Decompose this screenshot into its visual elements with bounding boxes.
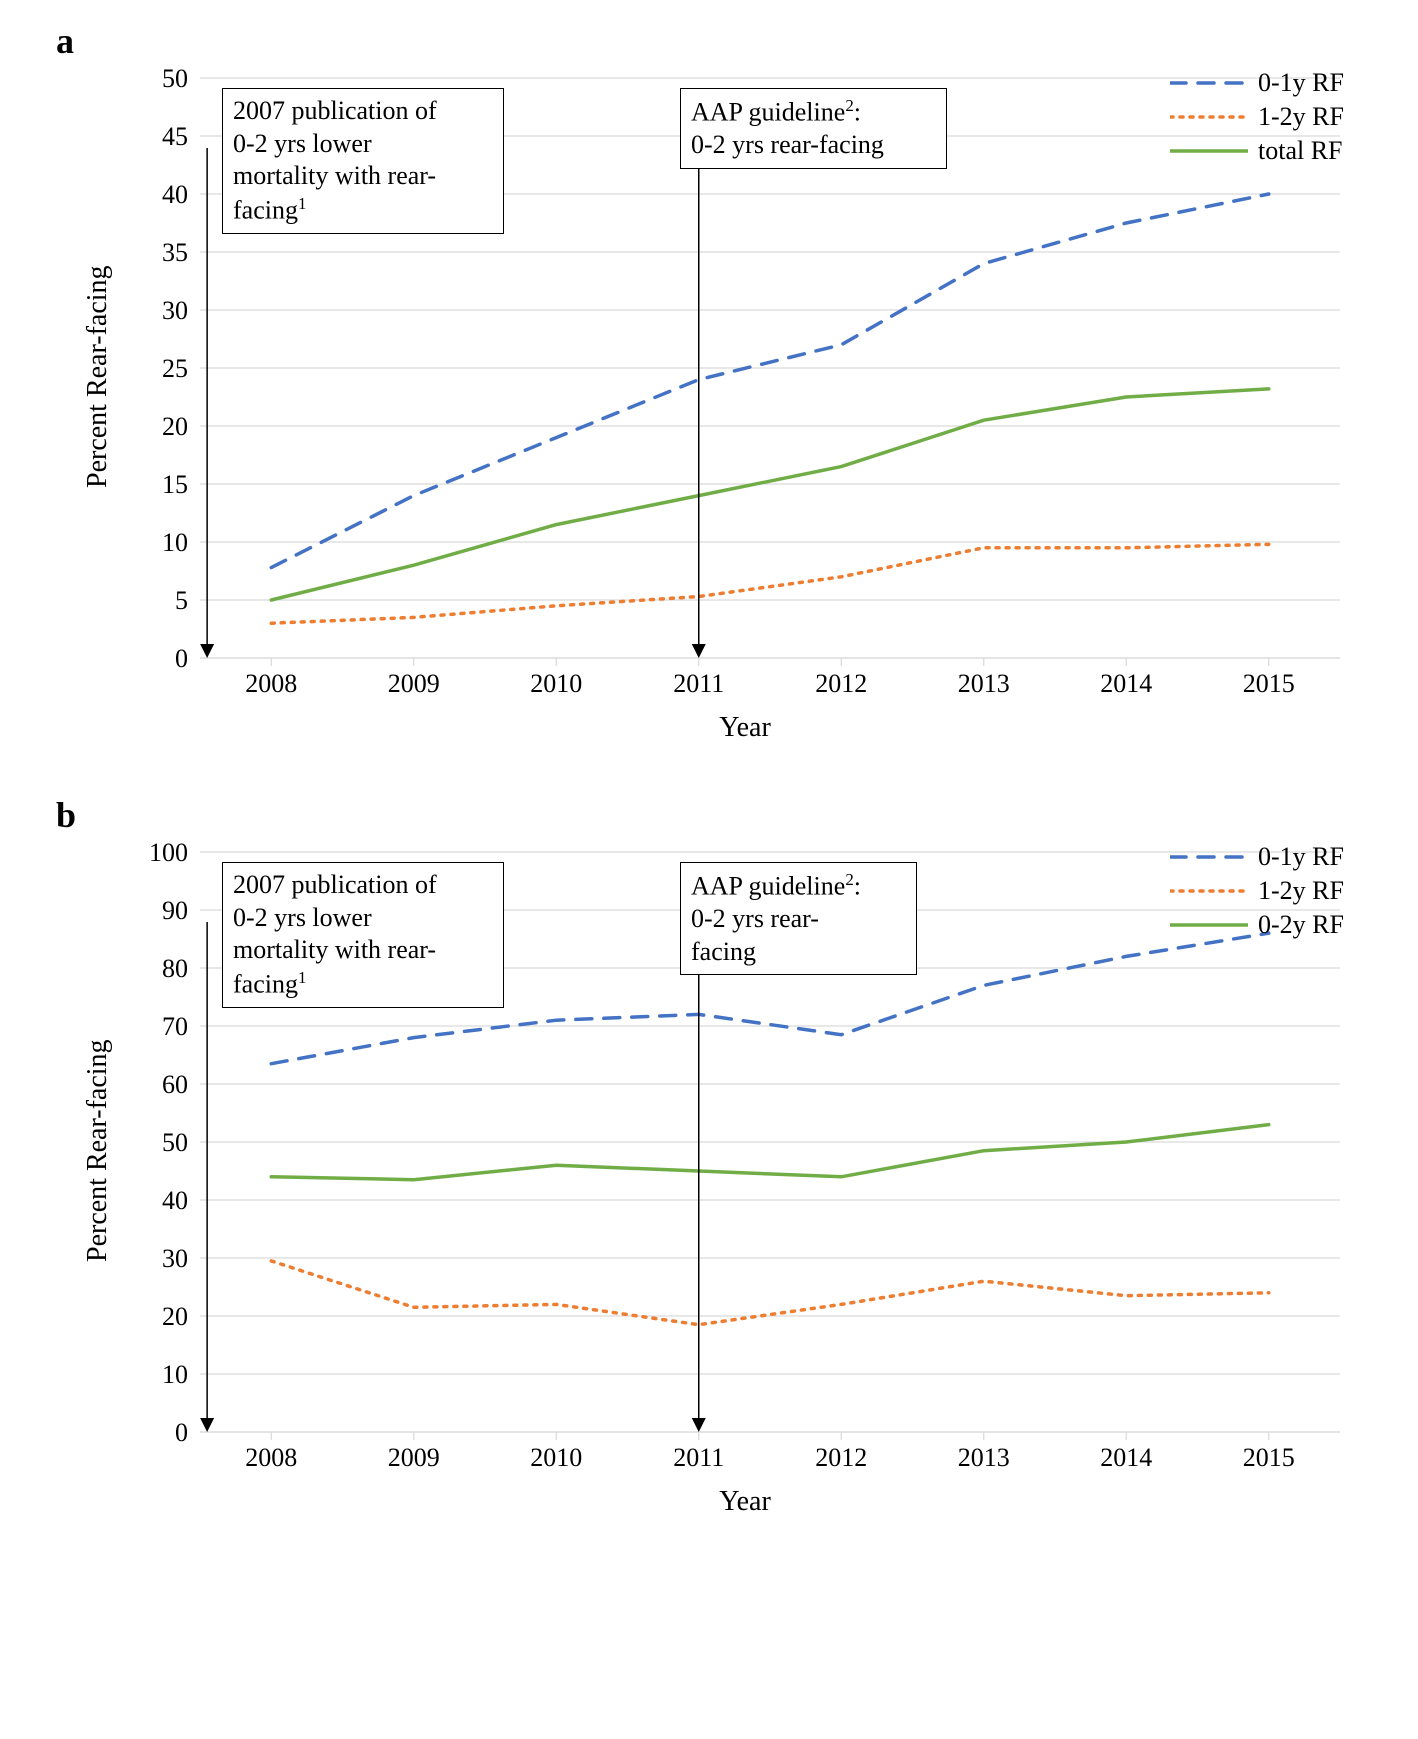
y-tick-label: 25	[162, 354, 188, 383]
legend-item: total RF	[1170, 136, 1344, 166]
y-tick-label: 45	[162, 122, 188, 151]
series-line	[271, 194, 1269, 568]
annotation-box-pub2007: 2007 publication of0-2 yrs lowermortalit…	[222, 88, 504, 234]
series-line	[271, 389, 1269, 600]
y-axis-label: Percent Rear-facing	[82, 265, 114, 488]
series-line	[271, 544, 1269, 623]
x-tick-label: 2012	[815, 1443, 867, 1472]
y-tick-label: 0	[175, 644, 188, 673]
y-axis-label: Percent Rear-facing	[82, 1039, 114, 1262]
x-tick-label: 2015	[1243, 669, 1295, 698]
y-tick-label: 80	[162, 954, 188, 983]
series-line	[271, 1125, 1269, 1180]
y-tick-label: 70	[162, 1012, 188, 1041]
annotation-box-pub2007: 2007 publication of0-2 yrs lowermortalit…	[222, 862, 504, 1008]
y-tick-label: 30	[162, 296, 188, 325]
x-tick-label: 2013	[958, 669, 1010, 698]
x-axis-label: Year	[130, 712, 1360, 744]
annotation-arrowhead	[692, 644, 706, 658]
legend-swatch	[1170, 913, 1248, 937]
panel-label: b	[56, 794, 1398, 836]
legend-label: 1-2y RF	[1258, 876, 1344, 906]
legend-swatch	[1170, 71, 1248, 95]
x-tick-label: 2009	[388, 1443, 440, 1472]
x-tick-label: 2014	[1100, 1443, 1152, 1472]
legend-label: 0-1y RF	[1258, 68, 1344, 98]
legend-swatch	[1170, 845, 1248, 869]
y-tick-label: 10	[162, 528, 188, 557]
panel-label: a	[56, 20, 1398, 62]
x-tick-label: 2011	[673, 1443, 724, 1472]
x-tick-label: 2011	[673, 669, 724, 698]
x-tick-label: 2009	[388, 669, 440, 698]
x-tick-label: 2012	[815, 669, 867, 698]
legend-swatch	[1170, 879, 1248, 903]
series-line	[271, 1261, 1269, 1325]
y-tick-label: 0	[175, 1418, 188, 1447]
legend: 0-1y RF 1-2y RF 0-2y RF	[1170, 842, 1344, 944]
legend-item: 1-2y RF	[1170, 102, 1344, 132]
x-tick-label: 2010	[530, 1443, 582, 1472]
legend-label: 0-2y RF	[1258, 910, 1344, 940]
x-tick-label: 2010	[530, 669, 582, 698]
y-tick-label: 40	[162, 180, 188, 209]
annotation-box-aap: AAP guideline2:0-2 yrs rear-facing	[680, 88, 947, 169]
y-tick-label: 30	[162, 1244, 188, 1273]
y-tick-label: 90	[162, 896, 188, 925]
y-tick-label: 40	[162, 1186, 188, 1215]
y-tick-label: 50	[162, 68, 188, 93]
legend-label: 1-2y RF	[1258, 102, 1344, 132]
legend-item: 0-2y RF	[1170, 910, 1344, 940]
legend-swatch	[1170, 139, 1248, 163]
annotation-arrowhead	[200, 1418, 214, 1432]
y-tick-label: 10	[162, 1360, 188, 1389]
legend-item: 0-1y RF	[1170, 842, 1344, 872]
y-tick-label: 20	[162, 1302, 188, 1331]
y-tick-label: 15	[162, 470, 188, 499]
x-tick-label: 2008	[245, 1443, 297, 1472]
panel-a: aPercent Rear-facing20082009201020112012…	[20, 20, 1398, 744]
x-tick-label: 2014	[1100, 669, 1152, 698]
annotation-box-aap: AAP guideline2:0-2 yrs rear-facing	[680, 862, 917, 975]
y-tick-label: 35	[162, 238, 188, 267]
y-tick-label: 100	[149, 842, 188, 867]
legend-item: 0-1y RF	[1170, 68, 1344, 98]
legend-label: total RF	[1258, 136, 1343, 166]
legend-swatch	[1170, 105, 1248, 129]
y-tick-label: 50	[162, 1128, 188, 1157]
y-tick-label: 5	[175, 586, 188, 615]
plot-wrap: Percent Rear-facing200820092010201120122…	[130, 68, 1398, 744]
x-tick-label: 2015	[1243, 1443, 1295, 1472]
legend: 0-1y RF 1-2y RF total RF	[1170, 68, 1344, 170]
plot-wrap: Percent Rear-facing200820092010201120122…	[130, 842, 1398, 1518]
y-tick-label: 20	[162, 412, 188, 441]
x-axis-label: Year	[130, 1486, 1360, 1518]
panel-b: bPercent Rear-facing20082009201020112012…	[20, 794, 1398, 1518]
y-tick-label: 60	[162, 1070, 188, 1099]
annotation-arrowhead	[692, 1418, 706, 1432]
legend-label: 0-1y RF	[1258, 842, 1344, 872]
x-tick-label: 2013	[958, 1443, 1010, 1472]
legend-item: 1-2y RF	[1170, 876, 1344, 906]
x-tick-label: 2008	[245, 669, 297, 698]
annotation-arrowhead	[200, 644, 214, 658]
figure: aPercent Rear-facing20082009201020112012…	[20, 20, 1398, 1518]
